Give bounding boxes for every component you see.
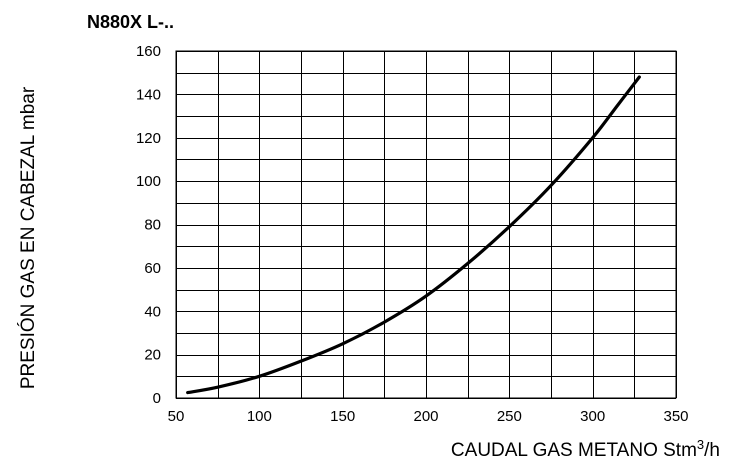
x-tick-labels: 50 100 150 200 250 300 350: [168, 408, 689, 425]
y-tick-label: 0: [153, 390, 161, 407]
y-tick-label: 160: [136, 43, 161, 60]
y-tick-labels: 0 20 40 60 80 100 120 140 160: [136, 43, 161, 407]
x-tick-label: 150: [330, 408, 355, 425]
chart-title: N880X L-..: [87, 12, 174, 32]
y-tick-label: 40: [144, 303, 161, 320]
x-tick-label: 50: [168, 408, 185, 425]
y-axis-label: PRESIÓN GAS EN CABEZAL mbar: [17, 86, 39, 389]
y-tick-label: 120: [136, 130, 161, 147]
x-axis-label-end: /h: [704, 440, 720, 461]
x-axis-label-main: CAUDAL GAS METANO Stm: [451, 440, 697, 461]
grid: [176, 51, 677, 399]
x-tick-label: 100: [247, 408, 272, 425]
x-tick-label: 350: [663, 408, 688, 425]
x-axis-label: CAUDAL GAS METANO Stm3/h: [451, 437, 720, 461]
y-tick-label: 100: [136, 173, 161, 190]
y-tick-label: 60: [144, 260, 161, 277]
series-layer: [186, 75, 641, 395]
x-tick-label: 300: [580, 408, 605, 425]
y-tick-label: 20: [144, 347, 161, 364]
y-tick-label: 80: [144, 217, 161, 234]
x-axis-label-superscript: 3: [697, 437, 704, 452]
x-tick-label: 200: [413, 408, 438, 425]
plot-frame: [175, 50, 677, 399]
y-tick-label: 140: [136, 86, 161, 103]
x-tick-label: 250: [497, 408, 522, 425]
series-line: [186, 75, 641, 395]
